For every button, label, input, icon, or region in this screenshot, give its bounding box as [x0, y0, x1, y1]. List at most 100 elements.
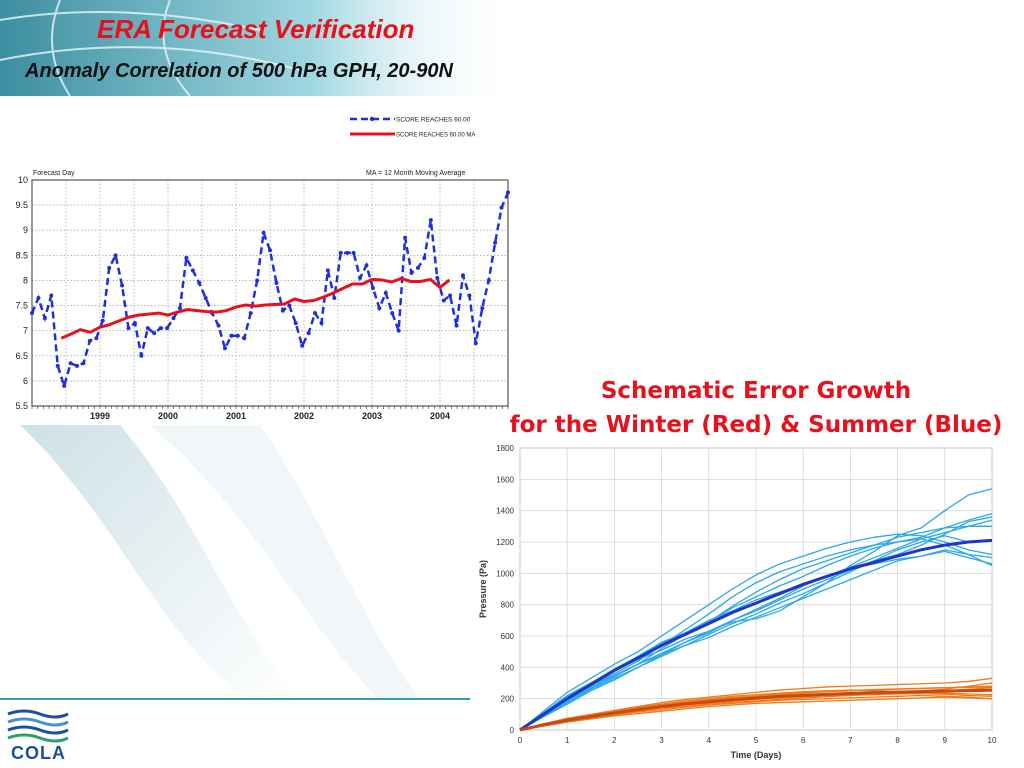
data-point-score [403, 235, 408, 240]
data-point-score [396, 328, 401, 333]
data-point-score [171, 316, 176, 321]
section-title-line1: Schematic Error Growth [600, 378, 912, 404]
data-point-score [319, 321, 324, 326]
data-point-score [184, 255, 189, 260]
data-point-score [75, 363, 80, 368]
series-line-winter [519, 694, 993, 731]
data-point-score [261, 230, 266, 235]
data-point-score [325, 268, 330, 273]
data-point-score [222, 346, 227, 351]
data-point-score [42, 316, 47, 321]
y-tick-label: 600 [501, 632, 515, 641]
series-line-winter [519, 696, 993, 731]
data-point-score [506, 190, 510, 195]
data-point-score [49, 293, 54, 298]
y-tick-label: 7.5 [15, 301, 28, 311]
data-point-score [370, 285, 375, 290]
legend: SCORE REACHES 60.00 SCORE REACHES 60.00 … [350, 117, 475, 139]
data-point-score [120, 283, 125, 288]
data-point-score [415, 265, 420, 270]
data-point-score [422, 255, 427, 260]
data-point-score [248, 311, 253, 316]
legend-label-blue: SCORE REACHES 60.00 [396, 117, 471, 124]
legend-label-red: SCORE REACHES 60.00 MA [396, 133, 475, 139]
data-point-score [460, 273, 465, 278]
data-point-score [313, 311, 318, 316]
y-tick-label: 6.5 [15, 351, 28, 361]
legend-marker-blue [369, 116, 375, 122]
data-point-score [203, 296, 208, 301]
data-point-score [145, 326, 150, 331]
x-tick-label: 10 [988, 736, 997, 745]
data-point-score [390, 311, 395, 316]
data-point-score [242, 336, 247, 341]
data-point-score [62, 383, 67, 388]
data-point-score [165, 326, 170, 331]
x-tick-label: 6 [801, 736, 806, 745]
background-swoosh-2 [150, 425, 420, 700]
data-point-score [486, 278, 491, 283]
x-tick-label: 8 [895, 736, 900, 745]
data-point-score [364, 263, 369, 268]
y-tick-label: 10 [18, 175, 28, 185]
data-point-score [441, 298, 446, 303]
series-line-summer [519, 519, 993, 731]
data-point-score [467, 293, 472, 298]
data-point-score [30, 311, 34, 316]
data-point-score [158, 326, 163, 331]
chart-annotation: MA = 12 Month Moving Average [366, 170, 465, 177]
x-tick-label: 2003 [362, 411, 382, 421]
slide-subtitle: Anomaly Correlation of 500 hPa GPH, 20-9… [25, 60, 453, 82]
data-point-score [274, 280, 279, 285]
y-tick-label: 800 [501, 601, 515, 610]
data-point-score [268, 248, 272, 253]
series-line-moving-average [60, 276, 451, 340]
y-tick-label: 400 [501, 663, 515, 672]
data-point-score [87, 338, 92, 343]
x-tick-label: 2 [612, 736, 617, 745]
globe-grid-lines [0, 0, 301, 97]
y-tick-label: 7 [23, 326, 28, 336]
data-point-score [377, 306, 382, 311]
y-tick-label: 5.5 [15, 401, 28, 411]
data-point-score [332, 296, 337, 301]
y-tick-label: 6 [23, 376, 28, 386]
y-tick-label: 1800 [496, 444, 514, 453]
x-tick-label: 2004 [430, 411, 450, 421]
series-line-summer [519, 533, 993, 731]
data-point-score [255, 278, 260, 283]
data-point-score [280, 308, 285, 313]
x-tick-label: 1 [565, 736, 570, 745]
series-line-summer [519, 535, 993, 731]
y-axis-label: Pressure (Pa) [478, 560, 488, 618]
x-tick-label: 9 [943, 736, 948, 745]
data-point-score [306, 331, 311, 336]
data-point-score [81, 361, 86, 366]
data-point-score [345, 250, 350, 255]
section-title: Schematic Error Growth for the Winter (R… [486, 374, 1024, 442]
data-point-score [409, 270, 414, 275]
y-tick-label: 1200 [496, 538, 514, 547]
data-point-score [435, 275, 440, 280]
data-point-score [177, 306, 182, 311]
series-line-summer [519, 516, 993, 731]
forecast-day-chart: 10 9.5 9 8.5 8 7.5 7 6.5 6 5.5 1999 2000 2001 2002 200… [15, 117, 510, 421]
data-point-score [428, 218, 433, 223]
series-line-winter-mean [519, 688, 993, 732]
data-point-score [454, 323, 459, 328]
y-tick-label: 1400 [496, 507, 514, 516]
data-point-score [94, 336, 99, 341]
data-point-score [480, 306, 485, 311]
cola-logo: COLA [6, 706, 70, 764]
section-title-line2: for the Winter (Red) & Summer (Blue) [509, 412, 1003, 438]
x-tick-label: 2000 [158, 411, 178, 421]
data-point-score [229, 333, 234, 338]
error-growth-chart: 0 200 400 600 800 1000 1200 1400 1600 1800 0 1 2 3 4 5 6… [478, 444, 997, 760]
data-point-score [126, 326, 131, 331]
data-point-score [448, 293, 453, 298]
data-point-score [197, 280, 202, 285]
data-point-score [235, 333, 240, 338]
data-point-score [358, 275, 363, 280]
data-point-score [293, 321, 298, 326]
